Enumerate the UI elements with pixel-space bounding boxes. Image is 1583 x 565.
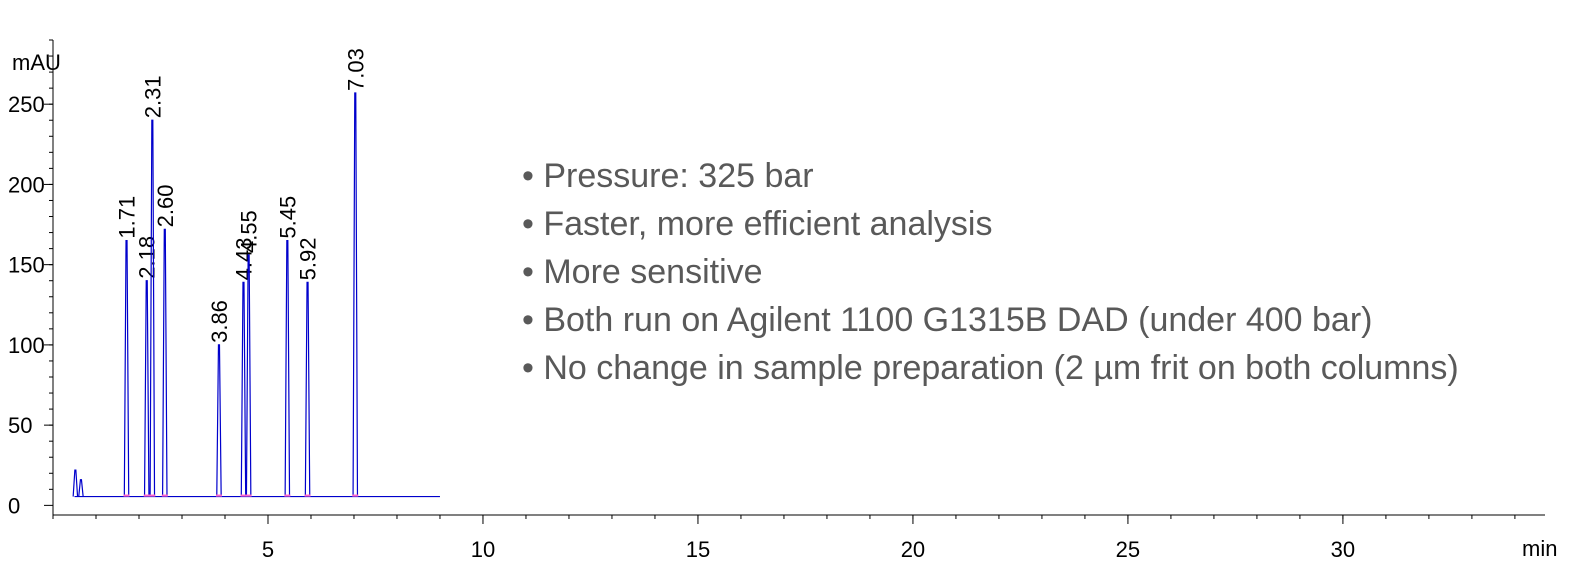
y-tick-label: 250 (8, 92, 45, 117)
peak (216, 344, 222, 497)
note: • Pressure: 325 bar (522, 157, 814, 195)
y-tick-label: 200 (8, 172, 45, 197)
notes: • Pressure: 325 bar • Faster, more effic… (522, 152, 1552, 392)
peak-label: 7.03 (343, 48, 368, 91)
peak-label: 5.92 (296, 237, 321, 280)
peak-label: 4.43 (231, 237, 256, 280)
y-tick-label: 50 (8, 413, 32, 438)
peak-label: 1.71 (115, 196, 140, 239)
peak-label: 2.18 (135, 236, 160, 279)
note: • Faster, more efficient analysis (522, 205, 993, 243)
peak (161, 228, 168, 497)
peak (123, 239, 130, 497)
y-tick-label: 150 (8, 253, 45, 278)
note: • More sensitive (522, 253, 763, 291)
x-tick-label: 10 (471, 537, 495, 562)
y-axis-unit: mAU (12, 50, 61, 75)
peak-label: 2.60 (153, 185, 178, 228)
x-tick-label: 25 (1116, 537, 1140, 562)
note: • No change in sample preparation (2 µm … (522, 349, 1459, 387)
peak (72, 469, 79, 497)
x-tick-label: 20 (901, 537, 925, 562)
x-tick-label: 5 (262, 537, 274, 562)
note: • Both run on Agilent 1100 G1315B DAD (u… (522, 301, 1373, 339)
peak (240, 281, 247, 497)
y-tick-label: 0 (8, 493, 20, 518)
peak (352, 92, 359, 497)
y-tick-label: 100 (8, 333, 45, 358)
peak (143, 280, 150, 497)
peak-label: 4.55 (237, 210, 262, 253)
x-tick-label: 15 (686, 537, 710, 562)
x-tick-label: 30 (1331, 537, 1355, 562)
peak (78, 479, 84, 497)
peak-label: 5.45 (275, 196, 300, 239)
peak (149, 119, 156, 497)
peak-label: 2.31 (140, 75, 165, 118)
peak (245, 254, 252, 497)
peak-label: 3.86 (207, 300, 232, 343)
peak (304, 281, 311, 497)
x-axis-unit: min (1522, 536, 1557, 561)
peak (284, 239, 291, 497)
